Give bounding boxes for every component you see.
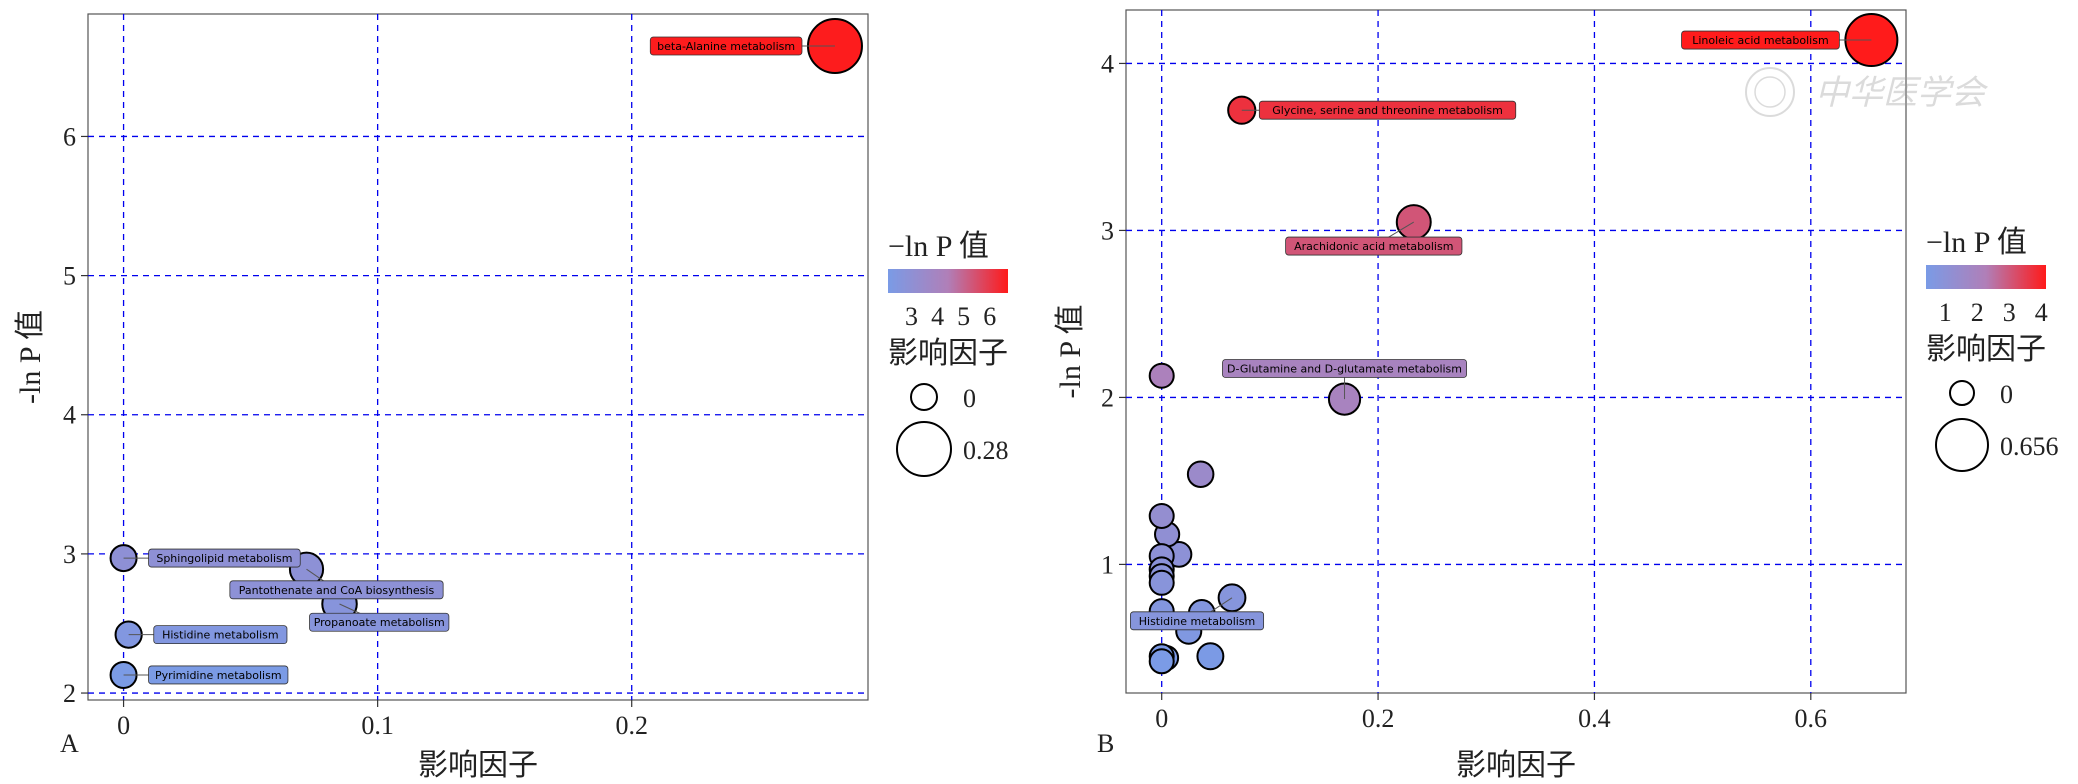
data-point (1148, 648, 1175, 675)
y-tick-label: 2 (63, 679, 76, 708)
x-tick-label: 0.6 (1795, 704, 1828, 733)
watermark-text: 中华医学会 (1815, 73, 1989, 113)
color-legend-title: −ln P 值 (1926, 226, 2027, 259)
size-legend-circle (910, 383, 938, 411)
label-box (1130, 611, 1265, 631)
color-legend-bar (1926, 265, 2046, 289)
point-label: Sphingolipid metabolism (156, 552, 292, 565)
x-tick-label: 0.4 (1578, 704, 1611, 733)
x-tick-label: 0 (117, 711, 130, 740)
data-point (1148, 569, 1175, 596)
label-box (1222, 359, 1467, 378)
point-label: Pyrimidine metabolism (155, 669, 282, 682)
data-point (1186, 460, 1215, 489)
data-point (1148, 502, 1175, 529)
x-tick-label: 0.2 (615, 711, 648, 740)
label-box (309, 612, 450, 632)
panel-label: A (60, 729, 79, 758)
color-legend-tick: 6 (983, 302, 996, 331)
color-legend-tick: 2 (1971, 298, 1984, 327)
color-legend-tick: 3 (905, 302, 918, 331)
y-tick-label: 3 (1101, 216, 1114, 245)
x-axis-title: 影响因子 (418, 749, 538, 782)
panel-label: B (1097, 729, 1114, 758)
color-legend-tick: 4 (931, 302, 944, 331)
data-point (1196, 642, 1225, 671)
point-label: Histidine metabolism (1139, 615, 1256, 628)
label-box (649, 36, 803, 56)
data-point (1148, 362, 1175, 389)
color-legend-title: −ln P 值 (888, 230, 989, 263)
watermark-logo: 中华医学会 (1745, 67, 1989, 117)
y-tick-label: 1 (1101, 550, 1114, 579)
size-legend-label: 0 (2000, 380, 2013, 409)
y-tick-label: 4 (1101, 49, 1114, 78)
x-axis-title: 影响因子 (1456, 749, 1576, 782)
label-box (229, 580, 444, 600)
y-axis-title: -ln P 值 (14, 310, 47, 404)
size-legend-label: 0.656 (2000, 432, 2059, 461)
y-tick-label: 3 (63, 540, 76, 569)
label-box (1681, 30, 1840, 50)
color-legend-bar (888, 269, 1008, 293)
y-tick-label: 4 (63, 401, 76, 430)
point-label: beta-Alanine metabolism (657, 40, 795, 53)
size-legend-circle (896, 421, 952, 477)
plot-frame (87, 13, 869, 701)
point-label: D-Glutamine and D-glutamate metabolism (1227, 362, 1462, 375)
y-tick-label: 2 (1101, 383, 1114, 412)
label-box (148, 665, 289, 685)
point-label: Pantothenate and CoA biosynthesis (239, 584, 435, 597)
size-legend-circle (1949, 380, 1975, 406)
point-label: Arachidonic acid metabolism (1294, 240, 1453, 253)
label-box (1258, 100, 1517, 120)
y-axis-title: -ln P 值 (1054, 305, 1087, 399)
color-legend-tick: 1 (1939, 298, 1952, 327)
x-tick-label: 0.2 (1362, 704, 1395, 733)
point-label: Glycine, serine and threonine metabolism (1272, 104, 1503, 117)
y-tick-label: 6 (63, 122, 76, 151)
label-box (148, 548, 301, 568)
color-legend-tick: 5 (957, 302, 970, 331)
size-legend-circle (1935, 418, 1989, 472)
point-label: Linoleic acid metabolism (1692, 34, 1828, 47)
x-tick-label: 0 (1155, 704, 1168, 733)
label-box (153, 625, 288, 645)
color-legend-tick: 4 (2035, 298, 2048, 327)
plot-frame (1125, 9, 1907, 694)
y-tick-label: 5 (63, 262, 76, 291)
color-legend-tick: 3 (2003, 298, 2016, 327)
label-box (1285, 236, 1463, 256)
point-label: Propanoate metabolism (314, 616, 445, 629)
size-legend-title: 影响因子 (1926, 333, 2046, 366)
point-label: Histidine metabolism (162, 629, 279, 642)
size-legend-title: 影响因子 (888, 337, 1008, 370)
size-legend-label: 0 (963, 384, 976, 413)
size-legend-label: 0.28 (963, 436, 1009, 465)
x-tick-label: 0.1 (361, 711, 394, 740)
